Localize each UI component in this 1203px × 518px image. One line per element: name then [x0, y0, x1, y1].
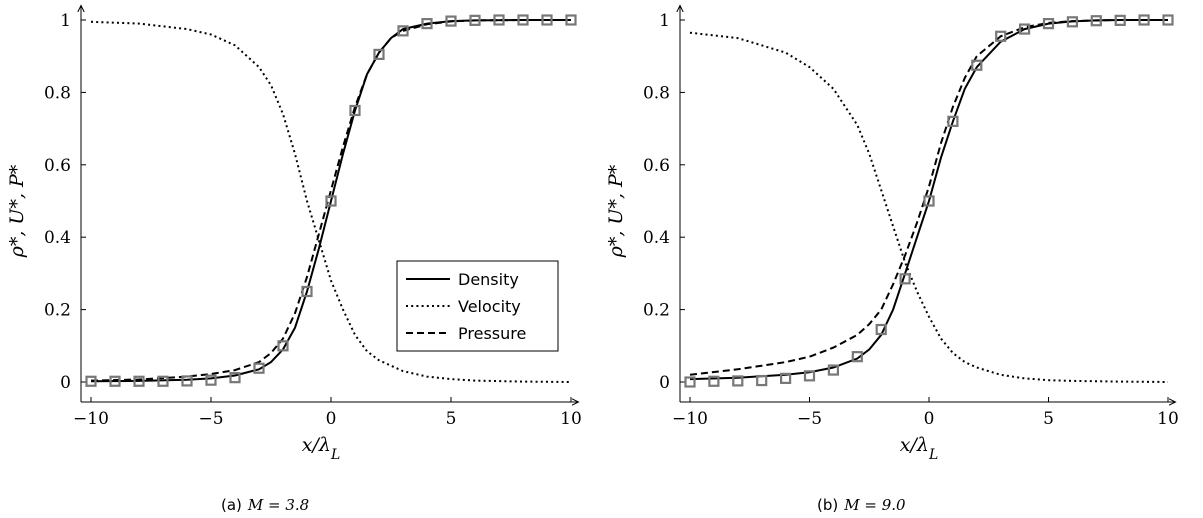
data-marker: [1090, 15, 1102, 27]
y-axis-label: ρ*, U*, P*: [6, 164, 28, 258]
data-marker: [1042, 18, 1055, 30]
series-line-velocity: [90, 20, 572, 383]
x-tick-label: −10: [73, 409, 109, 429]
caption-tag: (a): [221, 496, 242, 514]
y-tick-label: 0.8: [643, 83, 670, 103]
data-marker: [277, 340, 289, 352]
y-tick-label: 0.6: [44, 156, 71, 176]
series-line-pressure: [90, 19, 571, 382]
legend-label: Pressure: [458, 324, 526, 343]
data-marker: [325, 195, 337, 207]
data-marker: [301, 285, 313, 298]
x-tick-label: 5: [446, 409, 457, 429]
x-tick-label: 0: [326, 409, 337, 429]
series-line-velocity: [689, 31, 1169, 383]
data-marker: [708, 375, 720, 387]
data-marker: [756, 374, 768, 387]
x-axis-label: x/λL: [900, 434, 938, 463]
data-marker: [779, 372, 792, 384]
y-tick-label: 0.4: [643, 228, 670, 248]
data-marker: [1066, 16, 1079, 28]
x-axis-label: x/λL: [302, 434, 340, 463]
data-marker: [373, 48, 385, 60]
x-tick-label: −5: [198, 409, 223, 429]
x-tick-label: 0: [924, 409, 935, 429]
data-marker: [181, 375, 193, 387]
data-marker: [397, 25, 409, 37]
series-line-density: [689, 19, 1168, 381]
data-marker: [85, 375, 97, 387]
data-marker: [493, 14, 505, 26]
data-marker: [803, 370, 816, 382]
data-marker: [875, 323, 887, 336]
legend-box: [396, 260, 559, 352]
data-marker: [1138, 14, 1150, 26]
data-marker: [851, 351, 863, 363]
y-tick-label: 0: [659, 373, 670, 393]
data-marker: [1162, 14, 1174, 26]
y-axis-label: ρ*, U*, P*: [605, 164, 627, 258]
x-axis-label-main: x/λ: [302, 434, 331, 456]
x-tick-label: −10: [672, 409, 708, 429]
data-marker: [109, 375, 121, 387]
data-marker: [421, 18, 433, 30]
series-line-pressure: [689, 19, 1168, 376]
x-axis-label-subscript: L: [928, 447, 938, 463]
caption-tag: (b): [817, 496, 838, 514]
y-tick-label: 0.4: [44, 228, 71, 248]
caption: (b) M = 9.0: [817, 496, 906, 514]
x-tick-label: −5: [797, 409, 822, 429]
data-marker: [947, 115, 959, 127]
data-marker: [445, 15, 457, 27]
data-marker: [349, 104, 361, 117]
y-tick-label: 0.2: [44, 301, 71, 321]
data-marker: [205, 374, 217, 386]
y-tick-label: 0.6: [643, 156, 670, 176]
data-marker: [541, 14, 553, 26]
data-marker: [253, 362, 265, 374]
y-tick-label: 0: [60, 373, 71, 393]
y-tick-label: 1: [60, 11, 71, 31]
y-tick-label: 1: [659, 11, 670, 31]
data-marker: [133, 375, 145, 387]
caption: (a) M = 3.8: [221, 496, 309, 514]
data-marker: [995, 30, 1007, 42]
data-marker: [923, 195, 935, 207]
x-tick-label: 10: [1157, 409, 1179, 429]
data-marker: [469, 14, 481, 26]
data-marker: [1018, 23, 1031, 35]
data-marker: [684, 376, 696, 388]
data-marker: [732, 375, 744, 387]
data-marker: [899, 273, 911, 285]
x-axis-label-main: x/λ: [900, 434, 929, 456]
data-marker: [827, 364, 840, 376]
legend-label: Density: [458, 270, 519, 289]
caption-math: M = 3.8: [247, 496, 309, 514]
data-marker: [229, 372, 241, 384]
y-tick-label: 0.2: [643, 301, 670, 321]
x-axis-label-subscript: L: [330, 447, 340, 463]
y-tick-label: 0.8: [44, 83, 71, 103]
data-marker: [971, 59, 983, 71]
data-marker: [565, 14, 577, 26]
legend-label: Velocity: [458, 297, 521, 316]
data-marker: [157, 375, 169, 387]
data-marker: [1114, 14, 1126, 26]
x-tick-label: 5: [1043, 409, 1054, 429]
caption-math: M = 9.0: [843, 496, 906, 514]
x-tick-label: 10: [560, 409, 582, 429]
data-marker: [517, 14, 529, 26]
